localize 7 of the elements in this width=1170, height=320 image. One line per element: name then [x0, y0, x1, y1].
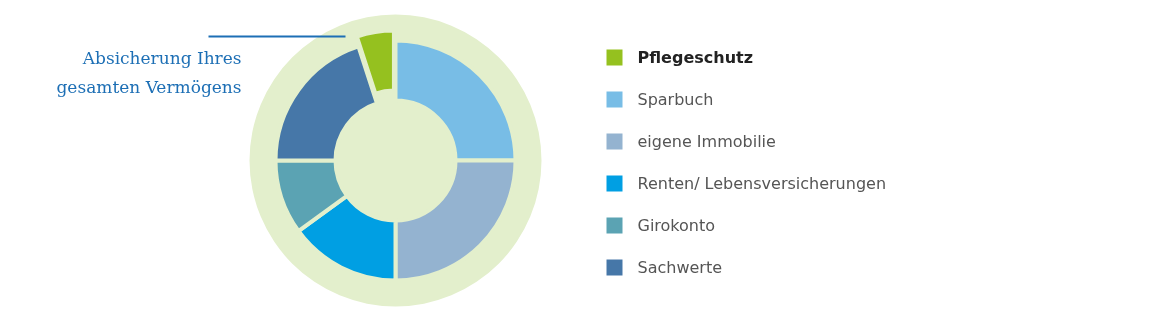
text: Absicherung Ihres gesamten Vermögens [56, 47, 242, 97]
legend-label: Renten/ Lebensversicherungen [637, 174, 887, 193]
legend-label: Girokonto [637, 216, 716, 235]
legend-label: Pflegeschutz [637, 48, 753, 67]
legend-label: Sparbuch [637, 90, 714, 109]
legend-label: Sachwerte [637, 258, 723, 277]
legend-label: eigene Immobilie [637, 132, 776, 151]
